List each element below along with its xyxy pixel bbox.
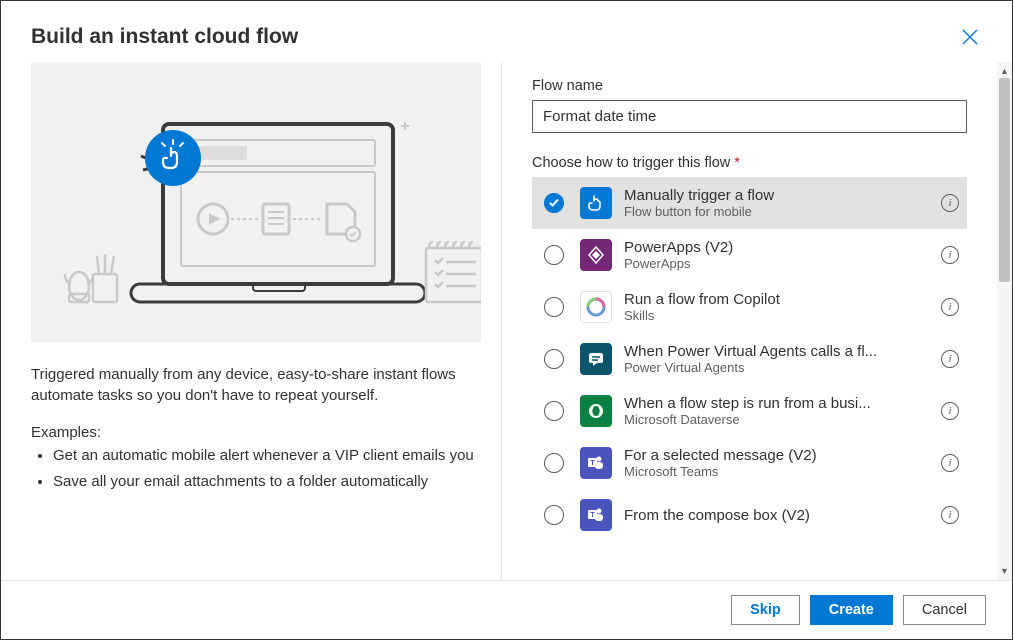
dialog-footer: Skip Create Cancel <box>1 580 1012 639</box>
manual-icon <box>580 187 612 219</box>
trigger-title: For a selected message (V2) <box>624 447 931 464</box>
trigger-text: When Power Virtual Agents calls a fl...P… <box>624 343 931 375</box>
trigger-item[interactable]: T For a selected message (V2)Microsoft Te… <box>532 437 967 489</box>
required-indicator: * <box>734 155 740 171</box>
teams-icon: T <box>580 447 612 479</box>
scroll-track[interactable] <box>997 78 1012 564</box>
trigger-item[interactable]: When Power Virtual Agents calls a fl...P… <box>532 333 967 385</box>
trigger-label: Choose how to trigger this flow * <box>532 155 967 171</box>
example-item: Get an automatic mobile alert whenever a… <box>53 445 481 467</box>
trigger-title: Manually trigger a flow <box>624 187 931 204</box>
trigger-text: For a selected message (V2)Microsoft Tea… <box>624 447 931 479</box>
info-icon[interactable]: i <box>941 246 959 264</box>
svg-text:T: T <box>590 460 595 467</box>
trigger-subtitle: Skills <box>624 308 931 323</box>
trigger-subtitle: Power Virtual Agents <box>624 360 931 375</box>
scroll-thumb[interactable] <box>999 78 1010 282</box>
radio-icon[interactable] <box>544 505 564 525</box>
cancel-button[interactable]: Cancel <box>903 595 986 625</box>
trigger-list: Manually trigger a flowFlow button for m… <box>532 177 967 541</box>
trigger-title: When Power Virtual Agents calls a fl... <box>624 343 931 360</box>
trigger-text: From the compose box (V2) <box>624 507 931 524</box>
trigger-title: From the compose box (V2) <box>624 507 931 524</box>
skip-button[interactable]: Skip <box>731 595 800 625</box>
scroll-down-icon[interactable]: ▼ <box>1000 564 1009 578</box>
trigger-text: When a flow step is run from a busi...Mi… <box>624 395 931 427</box>
description-text: Triggered manually from any device, easy… <box>31 364 481 406</box>
radio-icon[interactable] <box>544 453 564 473</box>
copilot-icon <box>580 291 612 323</box>
trigger-title: PowerApps (V2) <box>624 239 931 256</box>
pva-icon <box>580 343 612 375</box>
radio-icon[interactable] <box>544 401 564 421</box>
trigger-title: When a flow step is run from a busi... <box>624 395 931 412</box>
svg-text:T: T <box>590 512 595 519</box>
trigger-item[interactable]: Manually trigger a flowFlow button for m… <box>532 177 967 229</box>
info-icon[interactable]: i <box>941 454 959 472</box>
trigger-subtitle: PowerApps <box>624 256 931 271</box>
info-icon[interactable]: i <box>941 194 959 212</box>
examples-list: Get an automatic mobile alert whenever a… <box>31 445 481 493</box>
trigger-item[interactable]: When a flow step is run from a busi...Mi… <box>532 385 967 437</box>
powerapps-icon <box>580 239 612 271</box>
right-panel-wrap: Flow name Choose how to trigger this flo… <box>501 62 1012 580</box>
scrollbar[interactable]: ▲ ▼ <box>997 62 1012 580</box>
scroll-up-icon[interactable]: ▲ <box>1000 64 1009 78</box>
info-icon[interactable]: i <box>941 298 959 316</box>
dialog: Build an instant cloud flow <box>1 1 1012 639</box>
teams-icon: T <box>580 499 612 531</box>
left-panel: Triggered manually from any device, easy… <box>31 62 501 580</box>
example-item: Save all your email attachments to a fol… <box>53 471 481 493</box>
radio-checked-icon[interactable] <box>544 193 564 213</box>
trigger-title: Run a flow from Copilot <box>624 291 931 308</box>
flow-name-input[interactable] <box>532 100 967 133</box>
trigger-subtitle: Microsoft Teams <box>624 464 931 479</box>
info-icon[interactable]: i <box>941 350 959 368</box>
trigger-text: Manually trigger a flowFlow button for m… <box>624 187 931 219</box>
dialog-title: Build an instant cloud flow <box>31 25 298 49</box>
trigger-subtitle: Microsoft Dataverse <box>624 412 931 427</box>
radio-icon[interactable] <box>544 297 564 317</box>
trigger-text: PowerApps (V2)PowerApps <box>624 239 931 271</box>
radio-icon[interactable] <box>544 245 564 265</box>
close-icon[interactable] <box>958 25 982 52</box>
illustration <box>31 62 481 342</box>
radio-icon[interactable] <box>544 349 564 369</box>
right-panel: Flow name Choose how to trigger this flo… <box>502 62 997 580</box>
create-button[interactable]: Create <box>810 595 893 625</box>
dialog-body: Triggered manually from any device, easy… <box>1 62 1012 580</box>
dataverse-icon <box>580 395 612 427</box>
examples-label: Examples: <box>31 424 481 441</box>
trigger-item[interactable]: T From the compose box (V2) i <box>532 489 967 541</box>
flow-name-label: Flow name <box>532 78 967 94</box>
trigger-text: Run a flow from CopilotSkills <box>624 291 931 323</box>
trigger-item[interactable]: Run a flow from CopilotSkillsi <box>532 281 967 333</box>
dialog-header: Build an instant cloud flow <box>1 1 1012 62</box>
trigger-item[interactable]: PowerApps (V2)PowerApps i <box>532 229 967 281</box>
info-icon[interactable]: i <box>941 402 959 420</box>
trigger-label-text: Choose how to trigger this flow <box>532 155 730 171</box>
trigger-subtitle: Flow button for mobile <box>624 204 931 219</box>
info-icon[interactable]: i <box>941 506 959 524</box>
